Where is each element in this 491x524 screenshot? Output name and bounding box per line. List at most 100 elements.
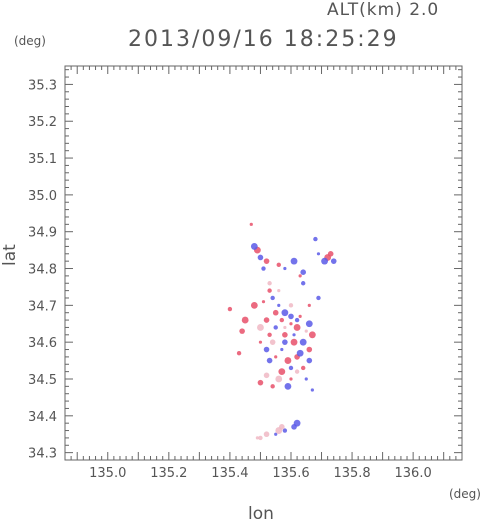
timestamp-title: 2013/09/16 18:25:29	[128, 27, 399, 52]
echo-point	[293, 324, 301, 331]
echo-point	[290, 338, 298, 346]
y-tick-label: 35.1	[28, 152, 57, 167]
echo-point	[298, 314, 302, 318]
echo-point	[308, 331, 316, 339]
echo-point	[250, 301, 258, 309]
echo-point	[288, 313, 294, 320]
echo-point	[274, 355, 278, 359]
echo-point	[306, 346, 313, 353]
echo-point	[272, 309, 279, 316]
echo-point	[288, 365, 294, 371]
echo-point	[292, 333, 296, 337]
echo-point	[267, 281, 272, 286]
echo-point	[241, 316, 249, 324]
y-tick-label: 34.3	[28, 447, 57, 462]
x-axis-title: lon	[248, 504, 274, 524]
echo-point	[227, 306, 233, 312]
echo-point	[299, 338, 307, 346]
echo-point	[280, 347, 284, 352]
echo-point	[296, 349, 304, 357]
echo-point	[291, 424, 297, 430]
echo-point	[257, 379, 264, 386]
echo-point	[267, 332, 272, 338]
echo-point	[290, 257, 298, 265]
echo-point	[263, 346, 270, 353]
echo-point	[282, 332, 288, 338]
echo-point	[261, 300, 266, 304]
echo-point	[274, 432, 278, 436]
echo-point	[279, 424, 285, 430]
y-tick-label: 35.2	[28, 115, 57, 130]
plot-frame	[64, 65, 463, 461]
echo-point	[257, 254, 264, 261]
echo-point	[316, 252, 321, 256]
x-tick-label: 135.8	[333, 466, 370, 481]
echo-point	[258, 340, 263, 344]
echo-point	[284, 382, 292, 390]
y-tick-label: 35.3	[28, 78, 57, 93]
echo-point	[277, 303, 281, 307]
y-unit-label: (deg)	[14, 34, 46, 48]
echo-point	[284, 357, 292, 364]
axis-tick-labels: 135.0 135.2 135.4 135.6 135.8 136.0 34.3 34.4 34…	[28, 78, 432, 481]
echo-point	[276, 262, 281, 268]
axis-ticks	[65, 66, 463, 461]
echo-point	[330, 258, 337, 264]
echo-point	[250, 243, 258, 250]
echo-point	[258, 435, 263, 441]
echo-point	[239, 328, 245, 334]
echo-point	[266, 357, 273, 364]
x-tick-label: 136.0	[395, 466, 432, 481]
x-tick-label: 135.0	[89, 466, 126, 481]
echo-point	[278, 368, 286, 376]
echo-point	[321, 257, 328, 265]
echo-point	[300, 269, 307, 276]
y-tick-label: 34.9	[28, 226, 57, 241]
altitude-label: ALT(km) 2.0	[327, 0, 440, 20]
echo-point	[283, 325, 287, 330]
echo-point	[267, 288, 272, 293]
y-tick-label: 34.4	[28, 410, 57, 425]
x-tick-label: 135.2	[150, 466, 187, 481]
x-tick-label: 135.4	[211, 466, 248, 481]
echo-point	[261, 266, 266, 271]
echo-point	[263, 258, 270, 264]
y-tick-label: 34.8	[28, 263, 57, 278]
echo-point	[257, 324, 264, 331]
y-tick-label: 35.0	[28, 189, 57, 204]
echo-point	[282, 428, 288, 433]
echo-point	[301, 281, 306, 286]
y-tick-label: 34.5	[28, 373, 57, 388]
echo-point	[310, 388, 314, 392]
echo-point	[263, 317, 270, 323]
echo-point	[289, 322, 293, 326]
echo-points	[227, 222, 337, 441]
echo-point	[298, 274, 302, 278]
y-tick-label: 34.6	[28, 336, 57, 351]
x-tick-label: 135.6	[272, 466, 309, 481]
echo-point	[270, 384, 275, 389]
echo-point	[304, 329, 308, 333]
echo-point	[327, 250, 334, 257]
echo-point	[236, 351, 242, 356]
echo-point	[304, 377, 308, 381]
x-unit-label: (deg)	[449, 487, 481, 501]
echo-point	[269, 339, 276, 345]
echo-point	[249, 222, 253, 226]
echo-point	[307, 303, 311, 307]
echo-point	[305, 320, 313, 328]
y-tick-label: 34.7	[28, 299, 57, 314]
echo-point	[294, 369, 300, 374]
echo-point	[255, 436, 259, 440]
echo-point	[313, 236, 318, 242]
echo-point	[301, 365, 306, 371]
echo-point	[277, 289, 281, 293]
echo-point	[263, 431, 270, 438]
echo-point	[270, 295, 275, 301]
echo-point	[316, 295, 321, 301]
echo-point	[273, 325, 278, 330]
echo-point	[306, 357, 313, 364]
echo-point	[294, 317, 300, 323]
echo-point	[275, 375, 283, 383]
